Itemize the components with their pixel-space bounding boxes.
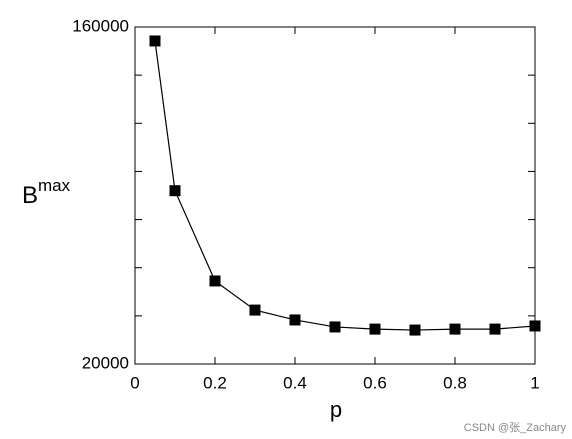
y-tick-label: 160000 xyxy=(72,16,129,35)
x-tick-label: 0.4 xyxy=(283,373,307,392)
marker xyxy=(449,323,461,335)
y-tick-label: 20000 xyxy=(82,353,129,372)
watermark: CSDN @张_Zachary xyxy=(464,421,567,434)
series-line xyxy=(154,40,536,331)
x-tick-label: 0 xyxy=(130,373,139,392)
x-tick-label: 0.8 xyxy=(443,373,467,392)
x-axis-label: p xyxy=(330,397,342,422)
marker xyxy=(489,323,501,335)
y-axis-label-base: B xyxy=(22,182,38,209)
x-tick-label: 0.6 xyxy=(363,373,387,392)
marker xyxy=(209,275,221,287)
marker xyxy=(289,314,301,326)
plot-frame xyxy=(134,26,536,365)
y-axis-label-sup: max xyxy=(38,176,71,195)
y-axis-label: Bmax xyxy=(22,176,71,209)
marker xyxy=(249,304,261,316)
marker xyxy=(369,323,381,335)
marker xyxy=(529,320,541,332)
marker xyxy=(169,185,181,197)
marker xyxy=(149,35,161,47)
marker xyxy=(409,324,421,336)
marker xyxy=(329,321,341,333)
x-tick-label: 0.2 xyxy=(203,373,227,392)
x-tick-label: 1 xyxy=(530,373,539,392)
